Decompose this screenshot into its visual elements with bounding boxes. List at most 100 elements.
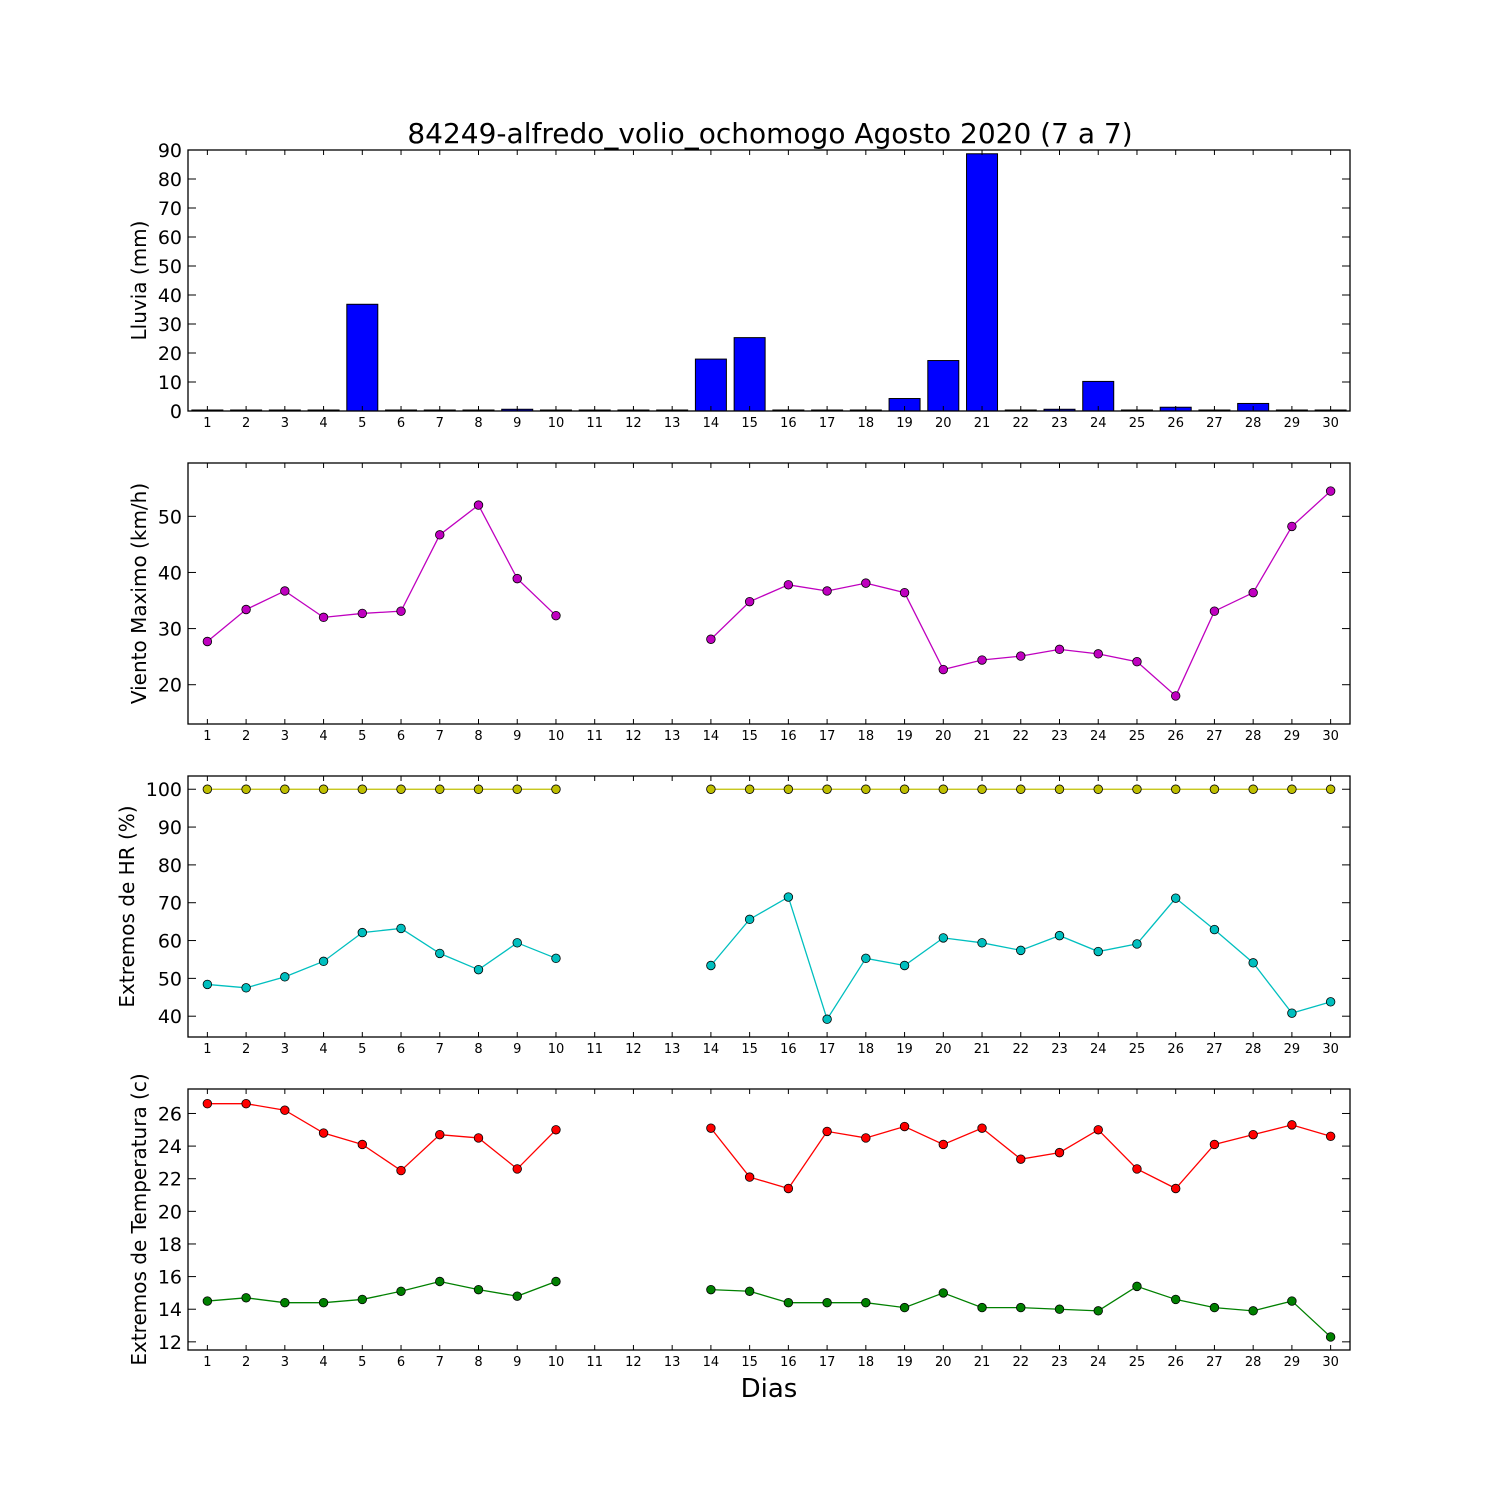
x-tick-label: 18 [858, 1042, 875, 1057]
y-tick-label: 60 [158, 227, 182, 249]
wind-series-1-point [977, 655, 987, 665]
humidity-series-1-point [318, 784, 329, 794]
x-tick-label: 15 [741, 1042, 758, 1057]
humidity-series-2-point [1248, 958, 1258, 968]
humidity-series-2-line [207, 927, 557, 989]
x-tick-label: 2 [242, 1042, 250, 1057]
humidity-series-1-point [861, 784, 871, 794]
temperature-series-2-point [512, 1291, 522, 1301]
x-tick-label: 12 [625, 729, 642, 744]
temperature-series-1-point [280, 1105, 290, 1115]
temperature-series-2-point [1054, 1304, 1065, 1314]
x-tick-label: 13 [664, 416, 681, 431]
humidity-series-2-point [473, 964, 484, 975]
temperature-series-1-point [551, 1125, 561, 1135]
wind-series-1-point [706, 634, 716, 644]
y-tick-label: 50 [158, 256, 182, 278]
x-tick-label: 23 [1051, 1042, 1068, 1057]
x-tick-label: 6 [397, 416, 405, 431]
x-tick-label: 23 [1051, 729, 1068, 744]
x-tick-label: 3 [281, 1355, 289, 1370]
x-tick-label: 13 [664, 1355, 681, 1370]
x-tick-label: 17 [819, 416, 836, 431]
y-tick-label: 90 [158, 817, 182, 839]
temperature-series-1-point [1170, 1183, 1181, 1194]
temperature-series-1-point [1093, 1125, 1103, 1135]
humidity-series-2-point [241, 983, 251, 993]
temperature-series-2-point [1209, 1302, 1220, 1313]
x-tick-label: 27 [1206, 416, 1223, 431]
y-tick-label: 30 [158, 314, 182, 336]
temperature-series-1-point [1325, 1131, 1336, 1142]
rain-y-axis-label: Lluvia (mm) [127, 221, 151, 341]
panels: 1 2 3 4 5 6 7 8 9 10 11 12 13 14 15 16 17 18 19 20 21 22 23 24 2… [115, 140, 1351, 1370]
x-tick-label: 10 [548, 729, 565, 744]
x-tick-label: 28 [1245, 416, 1262, 431]
x-tick-label: 7 [436, 416, 444, 431]
humidity-series-1-point [357, 784, 368, 794]
y-tick-label: 40 [158, 562, 182, 584]
humidity-series-2-line [710, 896, 1331, 1021]
x-tick-label: 30 [1322, 1042, 1339, 1057]
x-tick-label: 8 [474, 1355, 482, 1370]
humidity-series-1-point [202, 784, 213, 794]
x-tick-label: 19 [896, 416, 913, 431]
chart-title: 84249-alfredo_volio_ochomogo Agosto 2020… [407, 117, 1132, 150]
humidity-series-1-point [1287, 784, 1297, 794]
x-tick-label: 26 [1167, 729, 1184, 744]
humidity-series-2-point [1170, 893, 1181, 903]
x-axis-label: Dias [741, 1374, 798, 1404]
temperature-series-2-line [207, 1280, 557, 1304]
y-tick-label: 24 [158, 1136, 182, 1158]
x-tick-label: 5 [358, 1042, 366, 1057]
x-tick-label: 9 [513, 1042, 521, 1057]
humidity-series-1-point [744, 784, 755, 794]
wind-series-1-point [512, 573, 522, 584]
humidity-series-2-point [938, 933, 949, 943]
x-tick-label: 15 [741, 729, 758, 744]
x-tick-label: 22 [1012, 1355, 1029, 1370]
x-tick-label: 27 [1206, 729, 1223, 744]
humidity-series-2-point [202, 979, 213, 990]
humidity-series-2-point [1132, 939, 1142, 949]
x-tick-label: 1 [203, 729, 211, 744]
humidity-series-1-point [551, 784, 561, 794]
x-tick-label: 29 [1284, 1042, 1301, 1057]
temperature-series-1-point [357, 1139, 368, 1150]
humidity-series-1-point [1054, 784, 1065, 794]
x-tick-label: 15 [741, 416, 758, 431]
x-tick-label: 20 [935, 416, 952, 431]
humidity-series-1-point [241, 784, 251, 794]
temperature-series-1-point [1209, 1139, 1220, 1150]
temperature-y-axis-label: Extremos de Temperatura (c) [127, 1073, 151, 1365]
wind-series-1-point [744, 596, 755, 607]
y-tick-label: 10 [158, 372, 182, 394]
wind-series-1-point [1209, 606, 1220, 616]
x-tick-label: 2 [242, 416, 250, 431]
temperature-series-2-point [1325, 1332, 1336, 1342]
x-tick-label: 5 [358, 1355, 366, 1370]
wind-panel: 1 2 3 4 5 6 7 8 9 10 11 12 13 14 15 16 17 18 19 20 21 22 23 24 2… [127, 462, 1351, 744]
humidity-series-1-point [473, 784, 484, 794]
y-tick-label: 14 [158, 1299, 182, 1321]
humidity-series-2-point [744, 914, 755, 925]
x-tick-label: 11 [586, 1042, 603, 1057]
x-tick-label: 25 [1129, 416, 1146, 431]
x-tick-label: 9 [513, 416, 521, 431]
x-tick-label: 16 [780, 1355, 797, 1370]
y-tick-label: 70 [158, 893, 182, 915]
x-tick-label: 7 [436, 729, 444, 744]
humidity-series-1-point [280, 784, 290, 794]
x-tick-label: 3 [281, 1042, 289, 1057]
x-tick-label: 7 [436, 1355, 444, 1370]
x-tick-label: 26 [1167, 1355, 1184, 1370]
temperature-series-2-point [861, 1297, 871, 1308]
x-tick-label: 4 [319, 1355, 327, 1370]
wind-series-1-point [357, 608, 368, 619]
x-tick-label: 17 [819, 1355, 836, 1370]
temperature-series-1-point [473, 1133, 484, 1143]
x-tick-label: 19 [896, 729, 913, 744]
temperature-series-1-point [977, 1123, 987, 1133]
humidity-series-1-point [783, 784, 794, 794]
